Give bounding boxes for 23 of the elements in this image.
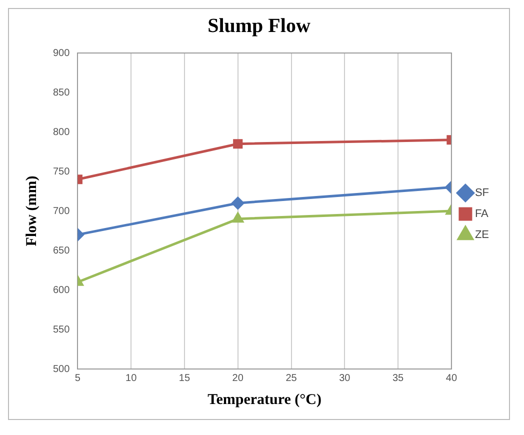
legend-label: SF	[474, 187, 490, 200]
y-tick-label: 500	[52, 364, 70, 375]
x-tick-label: 40	[446, 372, 458, 384]
x-tick-label: 25	[286, 372, 298, 384]
y-tick-label: 650	[52, 245, 70, 256]
x-tick-label: 35	[392, 372, 404, 384]
x-tick-label: 30	[339, 372, 351, 384]
x-tick-label: 5	[74, 372, 81, 384]
y-tick-label: 800	[52, 126, 70, 138]
x-tick-label: 15	[178, 372, 190, 384]
y-tick-label: 900	[52, 48, 70, 59]
x-tick-label: 10	[126, 372, 138, 384]
x-tick-label: 20	[232, 372, 244, 384]
y-tick-label: 700	[52, 206, 70, 217]
y-tick-label: 600	[52, 284, 70, 296]
y-tick-label: 750	[52, 166, 70, 178]
y-tick-label: 550	[52, 324, 70, 336]
y-tick-label: 850	[52, 87, 70, 98]
y-axis-title: Flow (mm)	[24, 176, 40, 246]
x-axis-title: Temperature (°C)	[208, 392, 322, 408]
legend-label: ZE	[474, 229, 490, 242]
chart-title: Slump Flow	[208, 15, 311, 38]
legend-label: FA	[474, 208, 490, 220]
